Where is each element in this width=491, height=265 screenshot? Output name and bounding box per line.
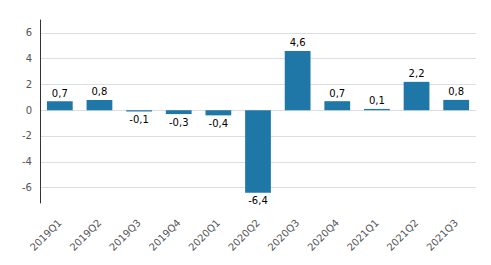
svg-text:-6: -6	[22, 182, 32, 193]
svg-text:2021Q2: 2021Q2	[385, 217, 421, 253]
svg-text:-0,1: -0,1	[129, 114, 149, 125]
svg-text:-2: -2	[22, 130, 32, 141]
svg-text:2: 2	[26, 79, 32, 90]
svg-text:0,8: 0,8	[448, 86, 464, 97]
svg-text:-4: -4	[22, 156, 32, 167]
svg-text:4: 4	[26, 53, 32, 64]
svg-text:2,2: 2,2	[409, 68, 425, 79]
svg-text:4,6: 4,6	[290, 37, 306, 48]
svg-text:2019Q3: 2019Q3	[107, 217, 143, 253]
svg-text:-0,3: -0,3	[169, 117, 189, 128]
svg-text:2019Q1: 2019Q1	[28, 217, 64, 253]
svg-text:2021Q3: 2021Q3	[424, 217, 460, 253]
svg-text:2020Q2: 2020Q2	[226, 217, 262, 253]
svg-text:-0,4: -0,4	[209, 118, 229, 129]
svg-text:2021Q1: 2021Q1	[345, 217, 381, 253]
svg-text:2019Q2: 2019Q2	[68, 217, 104, 253]
svg-text:0,7: 0,7	[52, 88, 68, 99]
svg-text:2019Q4: 2019Q4	[147, 217, 183, 253]
svg-text:2020Q4: 2020Q4	[305, 217, 341, 253]
svg-text:0,8: 0,8	[92, 86, 108, 97]
svg-text:0: 0	[26, 105, 32, 116]
svg-text:2020Q3: 2020Q3	[266, 217, 302, 253]
svg-text:6: 6	[26, 27, 32, 38]
svg-text:-6,4: -6,4	[248, 195, 268, 206]
svg-text:0,1: 0,1	[369, 95, 385, 106]
svg-text:0,7: 0,7	[329, 88, 345, 99]
svg-text:2020Q1: 2020Q1	[186, 217, 222, 253]
